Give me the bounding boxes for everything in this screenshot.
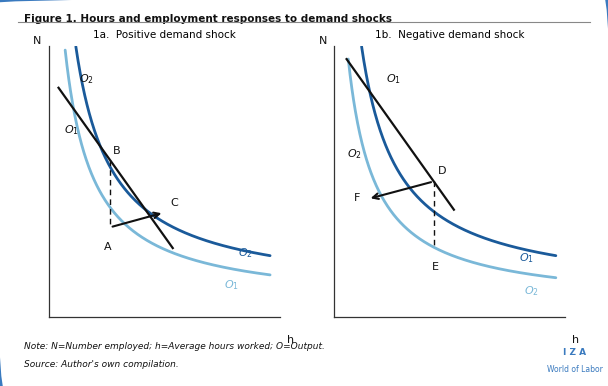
Text: $O_1$: $O_1$ — [64, 123, 78, 137]
Text: Source: Author's own compilation.: Source: Author's own compilation. — [24, 360, 179, 369]
Title: 1b.  Negative demand shock: 1b. Negative demand shock — [375, 30, 525, 40]
Text: $O_2$: $O_2$ — [78, 72, 94, 86]
Text: D: D — [438, 166, 447, 176]
Text: E: E — [432, 262, 438, 273]
Text: $O_2$: $O_2$ — [524, 284, 539, 298]
Text: A: A — [104, 242, 111, 252]
Title: 1a.  Positive demand shock: 1a. Positive demand shock — [93, 30, 235, 40]
Text: F: F — [353, 193, 360, 203]
Text: N: N — [33, 36, 41, 46]
Text: I Z A: I Z A — [563, 348, 586, 357]
Text: $O_1$: $O_1$ — [224, 279, 239, 292]
Text: $O_1$: $O_1$ — [519, 252, 534, 265]
Text: C: C — [170, 198, 178, 208]
Text: h: h — [286, 335, 294, 345]
Text: World of Labor: World of Labor — [547, 366, 603, 374]
Text: $O_1$: $O_1$ — [387, 72, 401, 86]
Text: B: B — [113, 146, 121, 156]
Text: N: N — [319, 36, 327, 46]
Text: h: h — [572, 335, 579, 345]
Text: Figure 1. Hours and employment responses to demand shocks: Figure 1. Hours and employment responses… — [24, 14, 392, 24]
Text: $O_2$: $O_2$ — [238, 246, 253, 260]
Text: $O_2$: $O_2$ — [347, 147, 362, 161]
Text: Note: N=Number employed; h=Average hours worked; O=Output.: Note: N=Number employed; h=Average hours… — [24, 342, 325, 350]
